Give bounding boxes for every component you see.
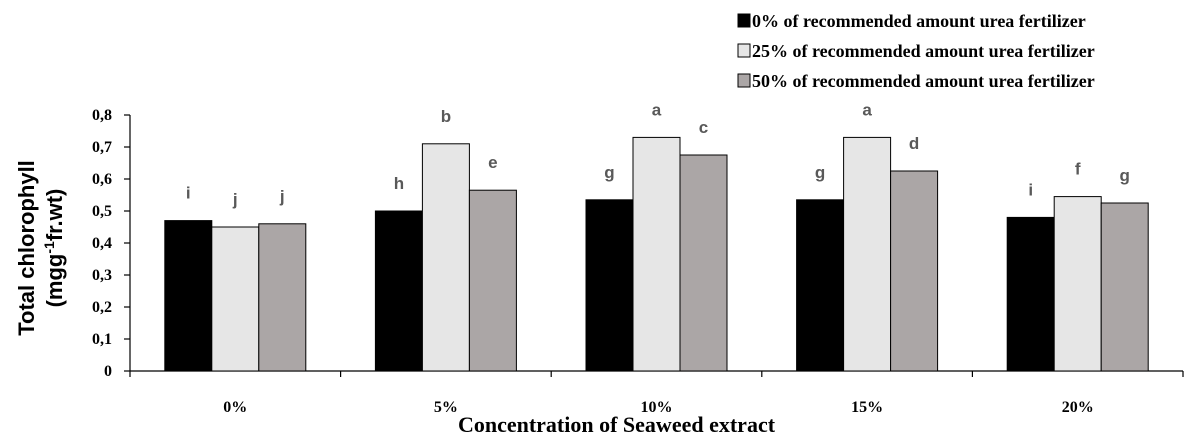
bar (796, 199, 845, 372)
legend-label: 25% of recommended amount urea fertilize… (752, 41, 1095, 61)
y-tick-label: 0 (104, 363, 112, 380)
legend: 0% of recommended amount urea fertilizer… (737, 11, 1095, 91)
bar-significance-letter: i (186, 184, 191, 203)
bar (164, 220, 213, 372)
x-tick-label: 20% (1062, 399, 1094, 416)
bar (679, 154, 728, 372)
bar-significance-letter: b (441, 107, 451, 126)
y-axis-title-line1: Total chlorophyll (14, 160, 39, 336)
y-tick-label: 0,7 (92, 139, 112, 156)
y-tick-label: 0,4 (92, 235, 112, 252)
bar-significance-letter: i (1028, 180, 1033, 199)
bar (890, 170, 939, 372)
significance-letters: i j j h b e g a c g a d i f g (186, 100, 1130, 209)
bar (1006, 216, 1055, 372)
y-axis-title-line2: (mgg-1fr.wt) (41, 189, 67, 308)
x-tick-label: 15% (851, 399, 883, 416)
bar-significance-letter: g (604, 163, 614, 182)
bar (585, 199, 634, 372)
bar-significance-letter: a (862, 100, 872, 119)
bar (468, 189, 517, 372)
x-axis-title: Concentration of Seaweed extract (458, 412, 776, 437)
y-tick-label: 0,2 (92, 299, 112, 316)
y-axis-unit-superscript: -1 (41, 241, 57, 254)
y-tick-label: 0,3 (92, 267, 112, 284)
y-ticks: 0 0,1 0,2 0,3 0,4 0,5 0,6 0,7 0,8 (92, 107, 130, 380)
y-axis-unit-post: fr.wt) (42, 189, 67, 242)
y-tick-label: 0,1 (92, 331, 112, 348)
bar (632, 136, 681, 372)
bar-significance-letter: g (1120, 166, 1130, 185)
bar (258, 223, 307, 372)
legend-swatch (737, 43, 751, 58)
bar-significance-letter: d (909, 134, 919, 153)
y-axis-unit-pre: (mgg (42, 254, 67, 308)
bar (1053, 196, 1102, 372)
bar-significance-letter: f (1075, 160, 1081, 179)
x-ticks: 0% 5% 10% 15% 20% (129, 371, 1184, 416)
y-tick-label: 0,5 (92, 203, 112, 220)
bar-significance-letter: a (652, 100, 662, 119)
bar (421, 143, 470, 372)
x-tick-label: 0% (223, 399, 247, 416)
bar-significance-letter: h (394, 174, 404, 193)
bar-significance-letter: g (815, 163, 825, 182)
y-axis-title: Total chlorophyll (mgg-1fr.wt) (14, 160, 67, 336)
y-tick-label: 0,8 (92, 107, 112, 124)
x-tick-label: 10% (641, 399, 673, 416)
bar (843, 136, 892, 372)
bar-significance-letter: e (488, 153, 497, 172)
legend-swatch (737, 13, 751, 28)
bars (164, 136, 1149, 372)
bar-significance-letter: j (232, 190, 238, 209)
bar-significance-letter: j (279, 187, 285, 206)
legend-swatch (737, 73, 751, 88)
y-tick-label: 0,6 (92, 171, 112, 188)
legend-label: 0% of recommended amount urea fertilizer (752, 11, 1086, 31)
bar (374, 210, 423, 372)
x-tick-label: 5% (434, 399, 458, 416)
bar (211, 226, 260, 372)
legend-label: 50% of recommended amount urea fertilize… (752, 71, 1095, 91)
bar-significance-letter: c (699, 118, 708, 137)
bar (1100, 202, 1149, 372)
